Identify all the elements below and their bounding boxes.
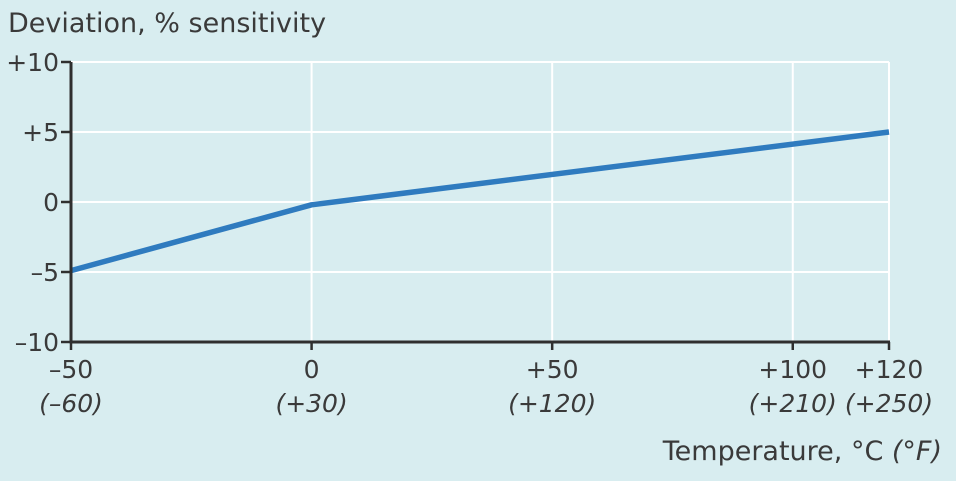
x-tick-sublabel: (–60) (39, 389, 103, 418)
y-tick-label: +10 (6, 48, 59, 77)
x-axis-title: Temperature, °C (°F) (662, 436, 942, 467)
series-line (70, 129, 890, 274)
y-tick-label: –10 (15, 328, 59, 357)
x-tick-sublabel: (+120) (508, 389, 596, 418)
x-tick-label: 0 (304, 355, 320, 384)
x-tick-label: +50 (526, 355, 579, 384)
x-tick-sublabel: (+210) (749, 389, 837, 418)
x-tick-sublabel: (+30) (275, 389, 347, 418)
axes (61, 60, 891, 350)
x-axis-title-main: Temperature, °C (662, 436, 892, 467)
series-layer (70, 129, 890, 274)
x-tick-sublabel: (+250) (845, 389, 933, 418)
y-axis-title: Deviation, % sensitivity (8, 8, 326, 39)
y-tick-label: +5 (22, 118, 59, 147)
x-tick-label: +120 (855, 355, 924, 384)
tick-labels: +10+50–5–10–50(–60)0(+30)+50(+120)+100(+… (6, 48, 933, 418)
x-tick-label: +100 (758, 355, 827, 384)
x-tick-label: –50 (49, 355, 93, 384)
y-tick-label: 0 (43, 188, 59, 217)
x-axis-title-alt: (°F) (892, 436, 942, 467)
y-tick-label: –5 (31, 258, 59, 287)
gridlines (71, 61, 890, 342)
